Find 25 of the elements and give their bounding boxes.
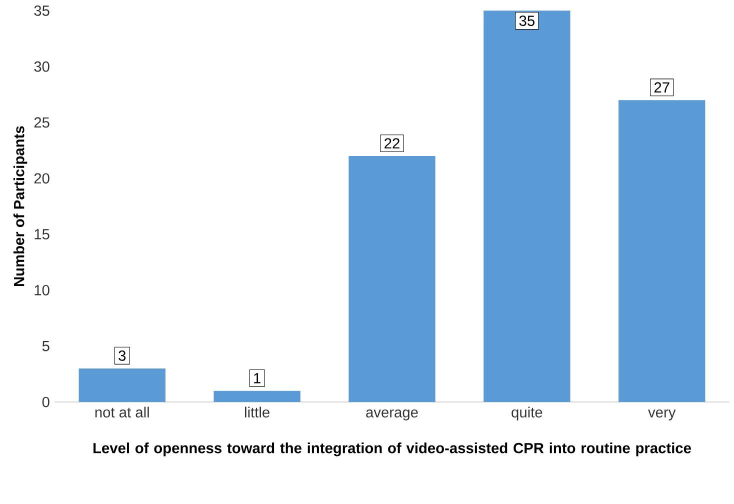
x-axis-title: Level of openness toward the integration of video-assisted CPR into routine practice	[94, 442, 691, 456]
y-tick-label: 5	[42, 340, 50, 352]
bar	[484, 10, 570, 402]
data-label: 22	[384, 138, 400, 148]
data-label: 3	[118, 350, 126, 361]
x-tick-label: average	[366, 409, 418, 420]
y-tick-label: 10	[34, 285, 50, 296]
y-tick-label: 15	[34, 229, 50, 240]
bar	[214, 390, 300, 402]
x-tick-label: quite	[512, 406, 542, 420]
x-tick-label: little	[245, 406, 270, 418]
data-label: 27	[654, 82, 670, 93]
bar	[348, 156, 436, 402]
y-tick-label: 30	[34, 61, 50, 72]
bar	[618, 100, 706, 402]
x-tick-label: not at all	[95, 406, 149, 418]
data-label: 1	[254, 373, 260, 384]
y-axis-title: Number of Participants	[13, 126, 28, 286]
bar	[78, 368, 166, 402]
y-tick-label: 0	[42, 396, 50, 408]
y-tick-label: 35	[34, 5, 50, 16]
x-tick-label: very	[648, 409, 676, 420]
data-label: 35	[519, 16, 534, 26]
y-tick-label: 25	[34, 117, 50, 128]
y-tick-label: 20	[34, 173, 50, 184]
